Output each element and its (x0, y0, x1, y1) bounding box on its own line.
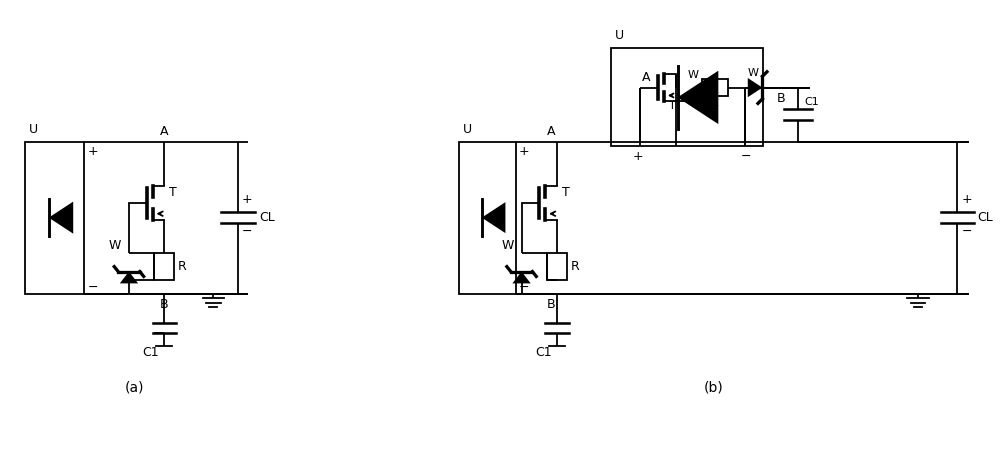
Text: CL: CL (977, 211, 993, 224)
Text: A: A (642, 71, 651, 84)
Text: T: T (562, 186, 570, 199)
Polygon shape (678, 71, 718, 124)
Text: (a): (a) (125, 381, 145, 395)
Bar (154, 253, 174, 280)
Text: U: U (463, 123, 472, 136)
Polygon shape (748, 78, 762, 97)
Text: B: B (160, 298, 169, 311)
Text: −: − (519, 281, 529, 294)
Bar (25, 142, 84, 294)
Polygon shape (512, 271, 531, 284)
Text: A: A (547, 125, 556, 138)
Text: W: W (109, 239, 121, 252)
Text: −: − (961, 225, 972, 238)
Text: R: R (178, 260, 187, 273)
Text: C1: C1 (805, 97, 819, 107)
Text: −: − (242, 225, 252, 238)
Polygon shape (49, 202, 73, 234)
Text: +: + (961, 193, 972, 206)
Text: +: + (519, 145, 529, 158)
Text: R: R (711, 98, 719, 108)
Text: T: T (669, 101, 676, 111)
Text: CL: CL (259, 211, 275, 224)
Polygon shape (482, 202, 505, 233)
Text: A: A (160, 125, 169, 138)
Text: R: R (571, 260, 579, 273)
Text: U: U (615, 29, 624, 42)
Text: −: − (740, 150, 751, 163)
Bar (459, 142, 516, 294)
Text: W: W (747, 68, 758, 78)
Bar (547, 253, 567, 280)
Text: +: + (632, 150, 643, 163)
Text: −: − (88, 281, 98, 294)
Text: B: B (547, 298, 556, 311)
Text: +: + (242, 193, 252, 206)
Text: C1: C1 (143, 346, 159, 359)
Text: W: W (501, 239, 514, 252)
Text: U: U (29, 123, 38, 136)
Text: +: + (88, 145, 98, 158)
Text: B: B (777, 92, 786, 105)
Bar (611, 48, 763, 147)
Text: (b): (b) (704, 381, 724, 395)
Text: C1: C1 (535, 346, 552, 359)
Polygon shape (120, 271, 138, 284)
Bar (702, 79, 728, 96)
Text: W: W (687, 70, 698, 80)
Text: T: T (169, 186, 177, 199)
